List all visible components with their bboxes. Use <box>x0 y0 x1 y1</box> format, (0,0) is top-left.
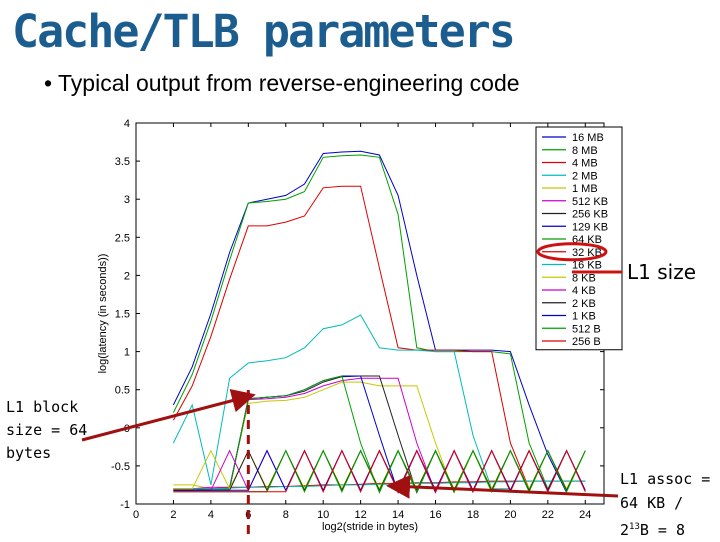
series-line-16-kb <box>173 480 586 490</box>
block-size-arrow <box>81 388 256 442</box>
plot-area <box>135 122 605 505</box>
l1-block-annotation: L1 block size = 64 bytes <box>6 396 96 465</box>
y-tick-label: 1 <box>124 347 130 359</box>
y-tick-label: 2 <box>124 270 130 282</box>
legend-label: 512 B <box>572 323 601 335</box>
y-tick-label: 4 <box>124 118 130 130</box>
legend-label: 32 KB <box>572 247 602 259</box>
y-tick-label: 2.5 <box>115 232 130 244</box>
y-tick-label: 3 <box>124 194 130 206</box>
legend-label: 256 B <box>572 336 601 348</box>
series-line-512-kb <box>173 377 474 494</box>
l1-assoc-line-2: 64 KB / <box>620 494 684 512</box>
x-tick-label: 12 <box>355 509 367 521</box>
legend-highlight-ellipse <box>536 242 608 262</box>
legend-label: 1 KB <box>572 311 596 323</box>
legend-label: 2 MB <box>572 170 598 182</box>
legend-label: 16 MB <box>572 132 604 144</box>
x-tick-label: 24 <box>579 509 591 521</box>
legend-label: 4 KB <box>572 285 596 297</box>
l1-block-line-2: size = 64 <box>6 421 88 439</box>
series-line-8-mb <box>172 154 568 491</box>
slide-title: Cache/TLB parameters <box>12 5 516 58</box>
l1-assoc-exponent: 13 <box>629 522 640 532</box>
legend-label: 4 MB <box>572 158 598 170</box>
legend-box <box>535 126 623 351</box>
l1-assoc-tail: B = 8 <box>639 521 686 539</box>
x-axis-label: log2(stride in bytes) <box>322 521 418 533</box>
y-tick-label: -1 <box>120 499 130 511</box>
legend-label: 1 MB <box>572 183 598 195</box>
l1-block-line-1: L1 block <box>6 398 79 416</box>
x-tick-label: 0 <box>133 509 139 521</box>
x-tick-label: 10 <box>317 509 329 521</box>
series-line-2-mb <box>172 314 511 490</box>
x-tick-label: 16 <box>429 509 441 521</box>
y-tick-label: -0.5 <box>111 461 130 473</box>
x-tick-label: 14 <box>392 509 404 521</box>
l1-assoc-line-1: L1 assoc = <box>620 470 711 488</box>
legend-label: 512 KB <box>572 196 608 208</box>
l1-assoc-base: 2 <box>620 521 630 539</box>
x-tick-label: 4 <box>208 509 214 521</box>
legend-label: 16 KB <box>572 260 602 272</box>
x-tick-label: 22 <box>542 509 554 521</box>
l1-assoc-annotation: L1 assoc = 64 KB / 213B = 8 <box>620 467 720 542</box>
l1-assoc-line-3: 213B = 8 <box>620 515 720 542</box>
legend-label: 129 KB <box>572 221 608 233</box>
legend-label: 256 KB <box>572 209 608 221</box>
x-tick-label: 18 <box>467 509 479 521</box>
assoc-arrow <box>386 474 619 499</box>
legend-label: 8 KB <box>572 272 596 284</box>
legend-label: 8 MB <box>572 145 598 157</box>
x-tick-label: 2 <box>170 509 176 521</box>
x-tick-label: 8 <box>283 509 289 521</box>
subtitle-bullet: • Typical output from reverse-engineerin… <box>44 70 520 96</box>
y-tick-label: 1.5 <box>115 309 130 321</box>
x-tick-label: 20 <box>504 509 516 521</box>
y-tick-label: 3.5 <box>115 156 130 168</box>
y-tick-label: 0.5 <box>115 385 130 397</box>
series-line-4-mb <box>172 185 530 489</box>
legend-label: 2 KB <box>572 298 596 310</box>
series-line-256-b <box>173 449 586 494</box>
l1-size-annotation: L1 size <box>627 260 697 284</box>
series-line-16-mb <box>172 150 568 493</box>
l1-block-line-3: bytes <box>6 444 52 462</box>
y-axis-label: log(latency (in seconds)) <box>97 254 109 374</box>
